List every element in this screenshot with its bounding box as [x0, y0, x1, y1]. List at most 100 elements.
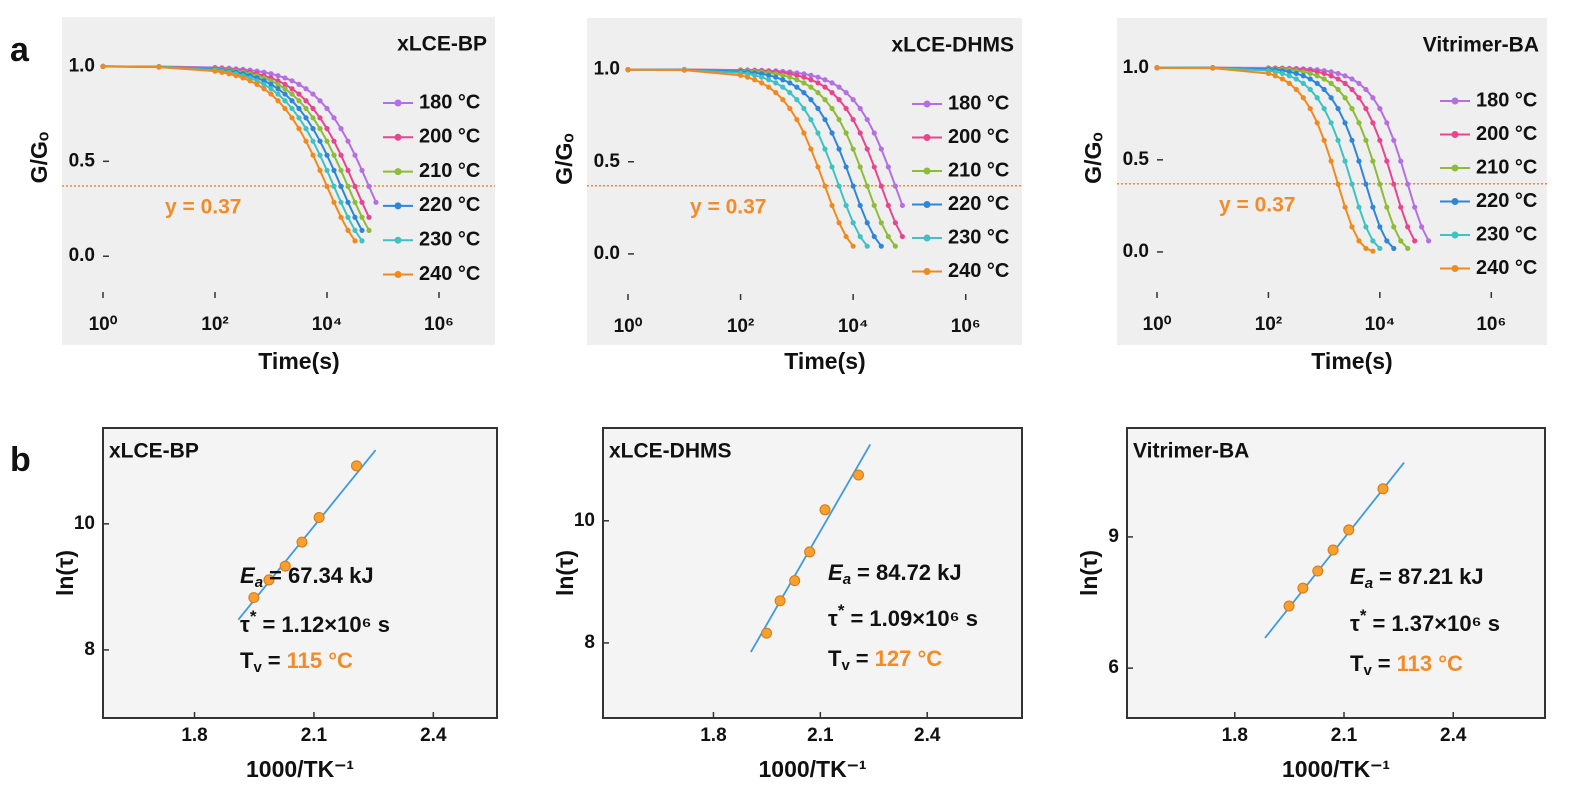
data-point: [345, 199, 351, 205]
data-point: [801, 90, 807, 96]
legend-label: 230 °C: [419, 228, 480, 250]
annotation-highlight: 115 °C: [287, 648, 353, 673]
data-point: [878, 146, 884, 152]
data-point: [1307, 86, 1313, 93]
data-point: [1342, 158, 1348, 164]
data-point: [296, 98, 302, 104]
data-point: [822, 84, 828, 90]
data-point: [310, 105, 316, 112]
plot-frame: [102, 427, 498, 719]
data-point: [1335, 76, 1341, 82]
data-point: [857, 233, 863, 240]
data-point: [1356, 80, 1362, 86]
data-point: [324, 152, 330, 158]
data-point: [331, 138, 337, 144]
data-point: [1377, 137, 1383, 143]
annotation-symbol: E: [1350, 564, 1366, 589]
legend-marker: [394, 168, 402, 176]
data-point: [313, 512, 325, 524]
data-point: [1314, 120, 1320, 126]
annotation: Ea = 84.72 kJ: [828, 560, 962, 588]
data-point: [331, 167, 337, 174]
data-point: [794, 116, 800, 123]
data-point: [843, 130, 849, 136]
data-point: [836, 220, 842, 226]
data-point: [892, 183, 898, 189]
chart-title: xLCE-BP: [397, 33, 487, 56]
data-point: [289, 105, 295, 112]
data-point: [1349, 181, 1355, 187]
x-tick-label: 2.1: [1331, 725, 1358, 746]
x-tick-label: 10⁶: [1476, 314, 1506, 335]
data-point: [780, 84, 786, 90]
y-axis-label: G/Gₒ: [551, 133, 577, 185]
data-point: [1314, 73, 1320, 79]
data-point: [829, 105, 835, 112]
x-axis-label: 1000/TK⁻¹: [758, 756, 866, 782]
annotation: Tv = 127 °C: [828, 646, 942, 674]
data-point: [1419, 224, 1425, 230]
data-point: [366, 227, 372, 234]
reference-label: y = 0.37: [690, 195, 766, 218]
legend-marker: [923, 167, 931, 175]
data-point: [885, 164, 891, 170]
data-point: [359, 227, 365, 234]
legend-label: 220 °C: [948, 193, 1009, 215]
data-point: [324, 105, 330, 112]
data-point: [871, 130, 877, 136]
data-point: [761, 627, 773, 639]
data-point: [829, 202, 835, 209]
data-point: [317, 167, 323, 174]
data-point: [289, 91, 295, 97]
data-point: [1363, 137, 1369, 143]
data-point: [303, 115, 309, 121]
data-point: [1405, 224, 1411, 230]
legend-label: 210 °C: [1476, 156, 1537, 178]
data-point: [1356, 204, 1362, 210]
data-point: [808, 72, 814, 78]
x-axis-label: 1000/TK⁻¹: [1282, 756, 1390, 782]
x-axis-label: Time(s): [258, 348, 339, 374]
data-point: [885, 202, 891, 209]
data-point: [878, 243, 884, 249]
data-point: [1370, 95, 1376, 101]
legend-marker: [923, 100, 931, 108]
data-point: [1391, 181, 1397, 187]
data-point: [1391, 137, 1397, 143]
data-point: [359, 238, 365, 244]
data-point: [850, 116, 856, 123]
data-point: [1328, 80, 1334, 86]
data-point: [815, 74, 821, 80]
data-point: [1293, 76, 1299, 82]
annotation-superscript: *: [838, 601, 845, 620]
data-point: [1314, 95, 1320, 101]
x-tick-label: 10⁰: [1143, 314, 1172, 335]
data-point: [1286, 69, 1292, 75]
y-axis-label: ln(τ): [552, 550, 578, 596]
data-point: [843, 105, 849, 112]
annotation-symbol: T: [828, 646, 842, 671]
legend-marker: [394, 99, 402, 107]
plot-frame: [602, 427, 1023, 719]
data-point: [282, 105, 288, 112]
data-point: [1398, 158, 1404, 164]
fit-line: [237, 449, 377, 621]
data-point: [261, 81, 267, 88]
reference-label: y = 0.37: [1219, 193, 1295, 216]
legend-label: 200 °C: [419, 126, 480, 148]
data-point: [857, 130, 863, 136]
data-point: [899, 202, 905, 209]
data-point: [1328, 73, 1334, 79]
data-point: [263, 574, 275, 586]
legend-label: 230 °C: [1476, 223, 1537, 245]
data-point: [366, 183, 372, 189]
data-point: [773, 74, 779, 80]
data-point: [317, 115, 323, 121]
legend-marker: [923, 234, 931, 242]
data-point: [282, 81, 288, 88]
data-point: [331, 199, 337, 205]
annotation-symbol: T: [240, 648, 254, 673]
data-point: [331, 115, 337, 121]
data-point: [289, 98, 295, 104]
